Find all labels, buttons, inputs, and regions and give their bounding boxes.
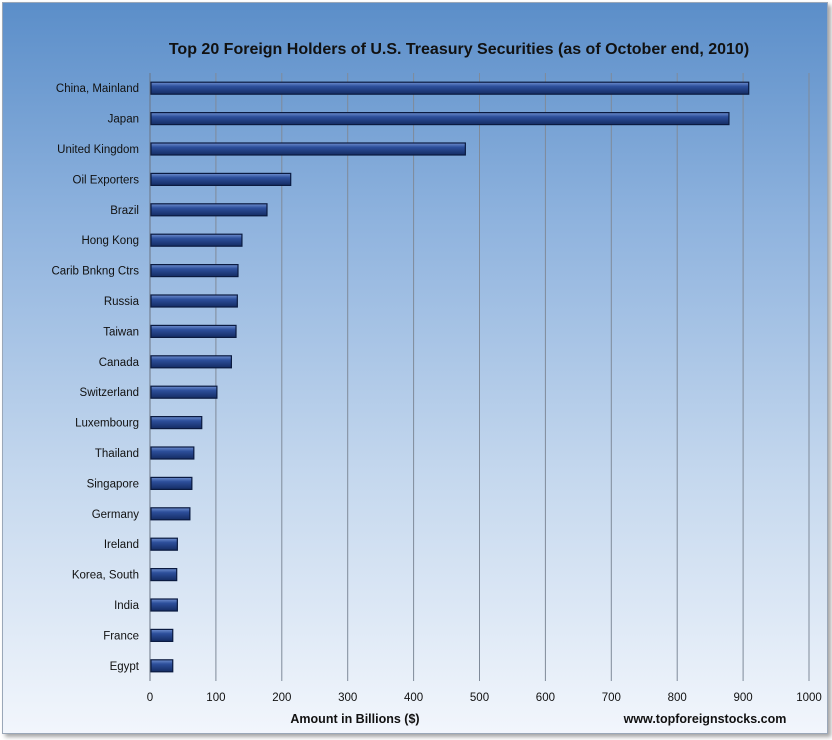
bar (150, 476, 193, 490)
category-label: Japan (108, 114, 139, 126)
bar (150, 81, 750, 95)
bar (150, 172, 292, 186)
category-label: Egypt (110, 661, 140, 673)
category-label: Russia (104, 296, 140, 308)
bar (150, 537, 178, 551)
bar-chart: Top 20 Foreign Holders of U.S. Treasury … (51, 41, 822, 726)
x-tick-label: 200 (272, 692, 291, 704)
chart-title: Top 20 Foreign Holders of U.S. Treasury … (169, 41, 749, 58)
category-label: Switzerland (80, 387, 139, 399)
bars (150, 81, 750, 673)
x-tick-label: 800 (668, 692, 687, 704)
category-label: Ireland (104, 539, 139, 551)
bar (150, 507, 191, 521)
bar (150, 264, 239, 278)
bar (150, 446, 195, 460)
source-label: www.topforeignstocks.com (623, 712, 787, 726)
category-label: Oil Exporters (73, 174, 140, 186)
category-label: Hong Kong (81, 235, 139, 247)
x-tick-label: 100 (206, 692, 225, 704)
category-label: Carib Bnkng Ctrs (51, 266, 139, 278)
bar (150, 385, 218, 399)
category-label: Thailand (95, 448, 139, 460)
x-tick-label: 900 (734, 692, 753, 704)
category-label: France (103, 630, 139, 642)
bar (150, 203, 268, 217)
bar (150, 294, 238, 308)
bar (150, 628, 174, 643)
x-tick-label: 700 (602, 692, 621, 704)
category-label: Singapore (87, 478, 139, 490)
category-label: United Kingdom (57, 144, 139, 156)
x-tick-label: 1000 (796, 692, 822, 704)
gridlines (149, 73, 810, 681)
category-label: Korea, South (72, 570, 139, 582)
category-label: China, Mainland (56, 83, 139, 95)
bar (150, 567, 178, 582)
category-label: Germany (92, 509, 140, 521)
x-tick-label: 400 (404, 692, 423, 704)
category-label: Brazil (110, 205, 139, 217)
category-labels: China, Mainland Japan United Kingdom Oil Ex… (51, 83, 139, 673)
bar (150, 142, 466, 156)
bar (150, 416, 203, 430)
category-label: Luxembourg (75, 418, 139, 430)
x-tick-label: 500 (470, 692, 489, 704)
category-label: Canada (99, 357, 140, 369)
bar (150, 111, 730, 126)
x-tick-label: 300 (338, 692, 357, 704)
x-tick-labels: 0 100 200 300 400 500 600 700 800 900 1000 (147, 692, 822, 704)
category-label: India (114, 600, 140, 612)
bar (150, 233, 243, 247)
x-axis-title: Amount in Billions ($) (290, 712, 419, 726)
bar (150, 355, 232, 369)
category-label: Taiwan (103, 326, 139, 338)
bar (150, 324, 237, 338)
bar (150, 598, 178, 612)
x-tick-label: 600 (536, 692, 555, 704)
x-tick-label: 0 (147, 692, 153, 704)
bar (150, 659, 174, 673)
